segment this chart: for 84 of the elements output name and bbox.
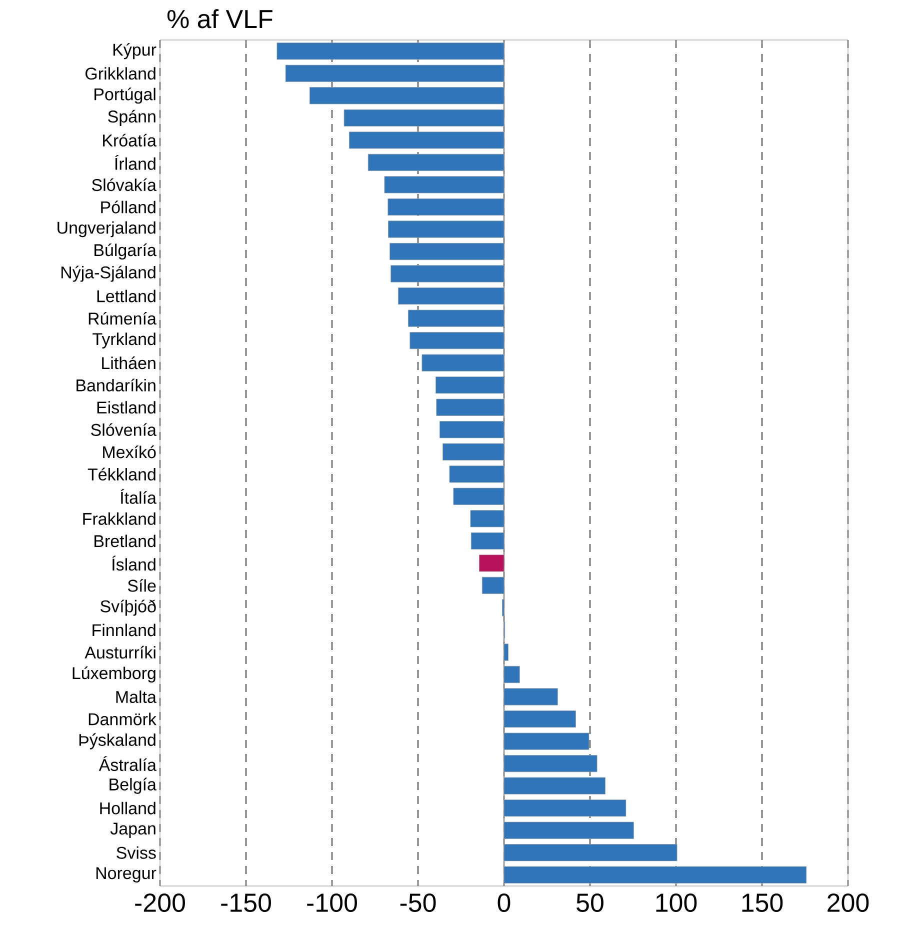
y-tick-label: Eistland bbox=[97, 401, 156, 414]
bar bbox=[390, 265, 504, 282]
bar bbox=[504, 822, 634, 839]
bar bbox=[309, 87, 504, 104]
y-tick-label: Bretland bbox=[94, 534, 156, 548]
y-tick-label: Síle bbox=[128, 579, 156, 592]
bar bbox=[408, 310, 504, 327]
bar bbox=[504, 800, 626, 817]
x-tick-label: 100 bbox=[656, 894, 697, 912]
bar bbox=[410, 332, 504, 350]
y-tick-label: Ástralía bbox=[98, 756, 156, 772]
y-tick-label: Króatía bbox=[103, 134, 156, 147]
y-tick-label: Malta bbox=[116, 690, 156, 704]
y-tick-label: Lettland bbox=[97, 290, 156, 302]
y-tick-label: Írland bbox=[115, 155, 156, 170]
bar bbox=[470, 532, 504, 550]
y-tick-label: Noregur bbox=[96, 867, 156, 882]
bar bbox=[504, 866, 807, 884]
bar bbox=[453, 488, 504, 505]
y-tick-label: Lúxemborg bbox=[72, 666, 156, 683]
bar bbox=[504, 710, 576, 728]
bar bbox=[482, 576, 504, 594]
bar bbox=[449, 466, 504, 483]
bar bbox=[368, 154, 504, 171]
bar bbox=[504, 666, 520, 684]
bar bbox=[479, 554, 504, 572]
y-tick-label: Tyrkland bbox=[92, 332, 156, 348]
bar bbox=[504, 644, 508, 661]
bar bbox=[504, 777, 606, 794]
y-tick-label: Rúmenía bbox=[88, 312, 156, 325]
bar bbox=[285, 64, 504, 82]
y-tick-label: Austurríki bbox=[84, 646, 156, 659]
chart-title: % af VLF bbox=[167, 9, 272, 28]
y-tick-label: Tékkland bbox=[88, 468, 156, 480]
y-tick-label: Kýpur bbox=[113, 43, 156, 60]
bar bbox=[388, 198, 504, 216]
bar bbox=[436, 398, 504, 416]
x-tick-label: 150 bbox=[742, 894, 783, 912]
y-tick-label: Danmörk bbox=[88, 712, 156, 726]
bar bbox=[349, 132, 504, 149]
y-tick-label: Sviss bbox=[116, 846, 156, 859]
y-tick-label: Grikkland bbox=[86, 67, 156, 80]
y-tick-label: Litháen bbox=[102, 356, 156, 370]
y-tick-label: Mexíkó bbox=[103, 446, 156, 458]
x-tick-label: -50 bbox=[400, 894, 436, 912]
y-tick-label: Ungverjaland bbox=[58, 221, 156, 238]
bar bbox=[504, 755, 598, 772]
y-tick-label: Slóvakía bbox=[92, 178, 156, 192]
bar bbox=[276, 42, 504, 60]
y-tick-label: Ítalía bbox=[120, 488, 156, 504]
x-tick-label: -200 bbox=[135, 894, 185, 912]
bar bbox=[422, 354, 504, 372]
y-tick-label: Þýskaland bbox=[79, 733, 156, 750]
bar bbox=[384, 176, 504, 194]
y-tick-label: Belgía bbox=[110, 778, 156, 794]
bar bbox=[442, 443, 504, 460]
y-tick-label: Nýja-Sjáland bbox=[61, 266, 156, 282]
x-tick-label: 0 bbox=[498, 894, 510, 912]
y-tick-label: Slóvenía bbox=[91, 423, 156, 436]
y-tick-label: Frakkland bbox=[83, 512, 156, 525]
y-tick-label: Svíþjóð bbox=[100, 600, 156, 616]
bar bbox=[398, 287, 504, 305]
x-tick-label: 200 bbox=[828, 894, 869, 912]
bar bbox=[504, 732, 590, 750]
x-tick-label: 50 bbox=[576, 894, 604, 912]
bar bbox=[439, 421, 504, 438]
bar bbox=[344, 109, 504, 126]
y-tick-label: Holland bbox=[100, 802, 156, 814]
y-tick-label: Bandaríkin bbox=[76, 378, 156, 392]
bar bbox=[504, 688, 558, 706]
y-tick-label: Búlgaría bbox=[94, 243, 156, 260]
x-tick-label: -150 bbox=[221, 894, 271, 912]
x-tick-label: -100 bbox=[307, 894, 357, 912]
bar bbox=[504, 844, 678, 862]
y-tick-label: Japan bbox=[110, 822, 156, 838]
y-tick-label: Ísland bbox=[112, 556, 156, 571]
y-tick-label: Spánn bbox=[108, 110, 156, 126]
y-tick-label: Pólland bbox=[101, 200, 156, 214]
bar bbox=[388, 220, 504, 238]
y-tick-label: Portúgal bbox=[94, 88, 156, 104]
bar bbox=[470, 510, 504, 528]
y-tick-label: Finnland bbox=[92, 624, 156, 636]
bar bbox=[436, 376, 504, 394]
bar bbox=[390, 242, 504, 260]
